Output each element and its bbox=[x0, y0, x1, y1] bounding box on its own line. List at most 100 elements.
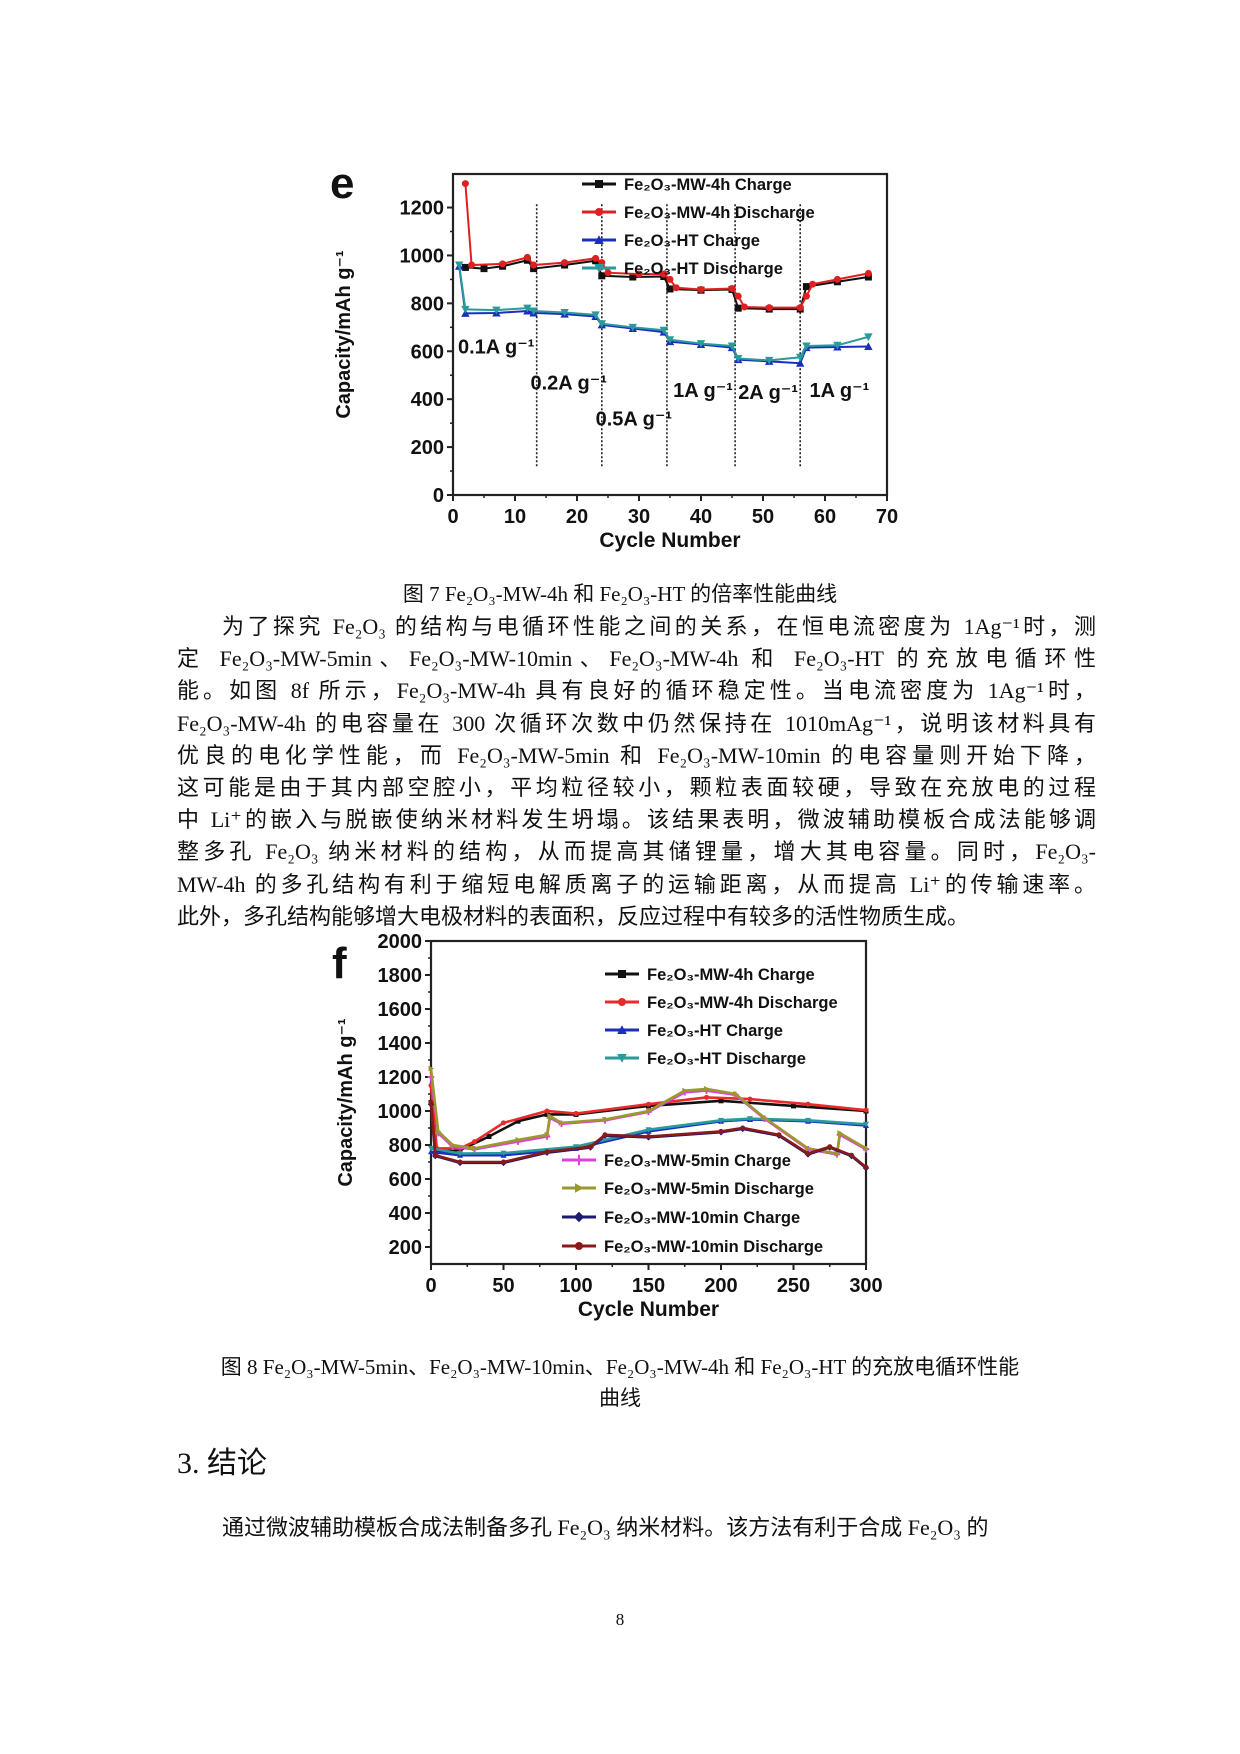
x-tick-label: 0 bbox=[447, 506, 458, 528]
series-3 bbox=[428, 1116, 869, 1157]
data-point bbox=[561, 259, 569, 267]
page-number: 8 bbox=[615, 1610, 625, 1629]
section-3-paragraph-line: 通过微波辅助模板合成法制备多孔 Fe₂O₃ 纳米材料。该方法有利于合成 Fe₂O… bbox=[222, 1515, 989, 1540]
data-point bbox=[646, 1108, 652, 1114]
x-tick-label: 10 bbox=[504, 506, 526, 528]
data-point bbox=[672, 284, 680, 292]
data-point bbox=[602, 1132, 608, 1138]
data-point bbox=[747, 1116, 753, 1122]
y-axis-label: Capacity/mAh g⁻¹ bbox=[335, 1018, 357, 1187]
paragraph-line: 中 Li⁺的嵌入与脱嵌使纳米材料发生坍塌。该结果表明，微波辅助模板合成法能够调 bbox=[177, 807, 1096, 833]
data-point bbox=[573, 1154, 585, 1166]
series-3 bbox=[455, 261, 873, 365]
data-point bbox=[428, 1100, 434, 1105]
data-point bbox=[666, 275, 674, 283]
data-point bbox=[598, 272, 606, 280]
panel-label: e bbox=[330, 159, 354, 208]
legend-item: Fe₂O₃-MW-10min Discharge bbox=[562, 1238, 823, 1256]
data-point bbox=[733, 1091, 739, 1097]
data-point bbox=[595, 180, 603, 188]
legend-label: Fe₂O₃-MW-5min Charge bbox=[604, 1152, 791, 1170]
data-point bbox=[762, 1114, 768, 1121]
data-point bbox=[718, 1098, 724, 1104]
data-point bbox=[646, 1134, 651, 1139]
section-3-heading: 3. 结论 bbox=[177, 1447, 267, 1480]
legend-item: Fe₂O₃-MW-4h Discharge bbox=[582, 204, 815, 222]
panel-label: f bbox=[332, 939, 347, 988]
data-point bbox=[544, 1131, 550, 1138]
data-point bbox=[597, 320, 606, 328]
y-tick-label: 800 bbox=[411, 293, 444, 315]
data-point bbox=[560, 308, 569, 317]
data-point bbox=[499, 260, 507, 268]
x-tick-label: 40 bbox=[690, 506, 712, 528]
data-point bbox=[523, 304, 532, 313]
data-point bbox=[461, 180, 469, 188]
data-point bbox=[468, 261, 476, 269]
data-point bbox=[809, 280, 817, 288]
y-tick-label: 400 bbox=[411, 389, 444, 411]
data-point bbox=[776, 1132, 782, 1138]
data-point bbox=[734, 304, 742, 312]
data-point bbox=[666, 285, 674, 293]
y-tick-label: 2000 bbox=[378, 931, 423, 953]
data-point bbox=[665, 336, 675, 344]
x-axis-label: Cycle Number bbox=[599, 529, 740, 552]
data-point bbox=[864, 269, 872, 277]
data-point bbox=[796, 304, 804, 312]
plot-frame bbox=[451, 172, 889, 497]
legend-label: Fe₂O₃-HT Charge bbox=[624, 232, 760, 250]
series-5 bbox=[428, 1065, 869, 1157]
y-tick-label: 400 bbox=[389, 1203, 422, 1225]
figure-7-rate-chart: e 0 200 400 600 800 1000 1200 0 10 20 30 40 50 60 70 Cyc… bbox=[330, 159, 898, 552]
data-point bbox=[863, 1121, 869, 1128]
data-point bbox=[595, 208, 603, 216]
data-point bbox=[696, 340, 706, 348]
data-point bbox=[704, 1094, 709, 1100]
legend-label: Fe₂O₃-MW-4h Discharge bbox=[624, 204, 815, 222]
data-point bbox=[796, 353, 805, 362]
data-point bbox=[573, 1144, 579, 1150]
figure-8-caption-line-1: 图 8 Fe₂O₃-MW-5min、Fe₂O₃-MW-10min、Fe₂O₃-M… bbox=[220, 1355, 1020, 1379]
y-tick-label: 1200 bbox=[378, 1067, 423, 1089]
data-point bbox=[575, 1183, 584, 1193]
rate-annotation: 0.2A g⁻¹ bbox=[531, 373, 608, 395]
data-point bbox=[805, 1101, 811, 1107]
x-tick-label: 250 bbox=[777, 1275, 810, 1297]
data-point bbox=[501, 1159, 506, 1165]
figure-7-caption: 图 7 Fe₂O₃-MW-4h 和 Fe₂O₃-HT 的倍率性能曲线 bbox=[402, 582, 838, 606]
data-point bbox=[864, 273, 872, 281]
data-point bbox=[747, 1096, 753, 1102]
data-point bbox=[833, 341, 842, 350]
data-point bbox=[435, 1128, 442, 1135]
x-tick-label: 70 bbox=[876, 506, 898, 528]
figure-8-cycling-chart: f 200 400 600 800 1000 1200 1400 1600 1800 2000 0 50… bbox=[332, 931, 883, 1321]
legend-item: Fe₂O₃-MW-4h Discharge bbox=[605, 994, 838, 1012]
y-tick-label: 1600 bbox=[378, 999, 423, 1021]
legend-item: Fe₂O₃-HT Charge bbox=[582, 232, 760, 250]
x-axis-label: Cycle Number bbox=[578, 1298, 719, 1321]
data-point bbox=[530, 265, 538, 273]
series-7 bbox=[428, 1100, 869, 1170]
x-tick-label: 60 bbox=[814, 506, 836, 528]
rate-annotation: 0.5A g⁻¹ bbox=[596, 409, 673, 431]
legend-label: Fe₂O₃-MW-4h Discharge bbox=[647, 994, 838, 1012]
paragraph-line: 为了探究 Fe₂O₃ 的结构与电循环性能之间的关系，在恒电流密度为 1Ag⁻¹时… bbox=[222, 614, 1096, 639]
legend-item: Fe₂O₃-HT Charge bbox=[605, 1022, 783, 1040]
data-point bbox=[472, 1145, 478, 1152]
data-point bbox=[802, 292, 810, 300]
paragraph-line: 这可能是由于其内部空腔小，平均粒径较小，颗粒表面较硬，导致在充放电的过程 bbox=[177, 775, 1096, 800]
data-point bbox=[734, 292, 742, 300]
data-point bbox=[515, 1118, 521, 1124]
data-point bbox=[500, 1150, 507, 1157]
data-point bbox=[480, 265, 488, 273]
y-tick-label: 0 bbox=[433, 485, 444, 507]
y-tick-label: 600 bbox=[411, 341, 444, 363]
y-tick-label: 200 bbox=[411, 437, 444, 459]
series-line bbox=[429, 1068, 867, 1156]
data-point bbox=[573, 1211, 585, 1223]
paragraph-line: 优良的电化学性能，而 Fe₂O₃-MW-5min 和 Fe₂O₃-MW-10mi… bbox=[177, 742, 1096, 768]
data-point bbox=[523, 253, 531, 261]
x-tick-label: 0 bbox=[425, 1275, 436, 1297]
